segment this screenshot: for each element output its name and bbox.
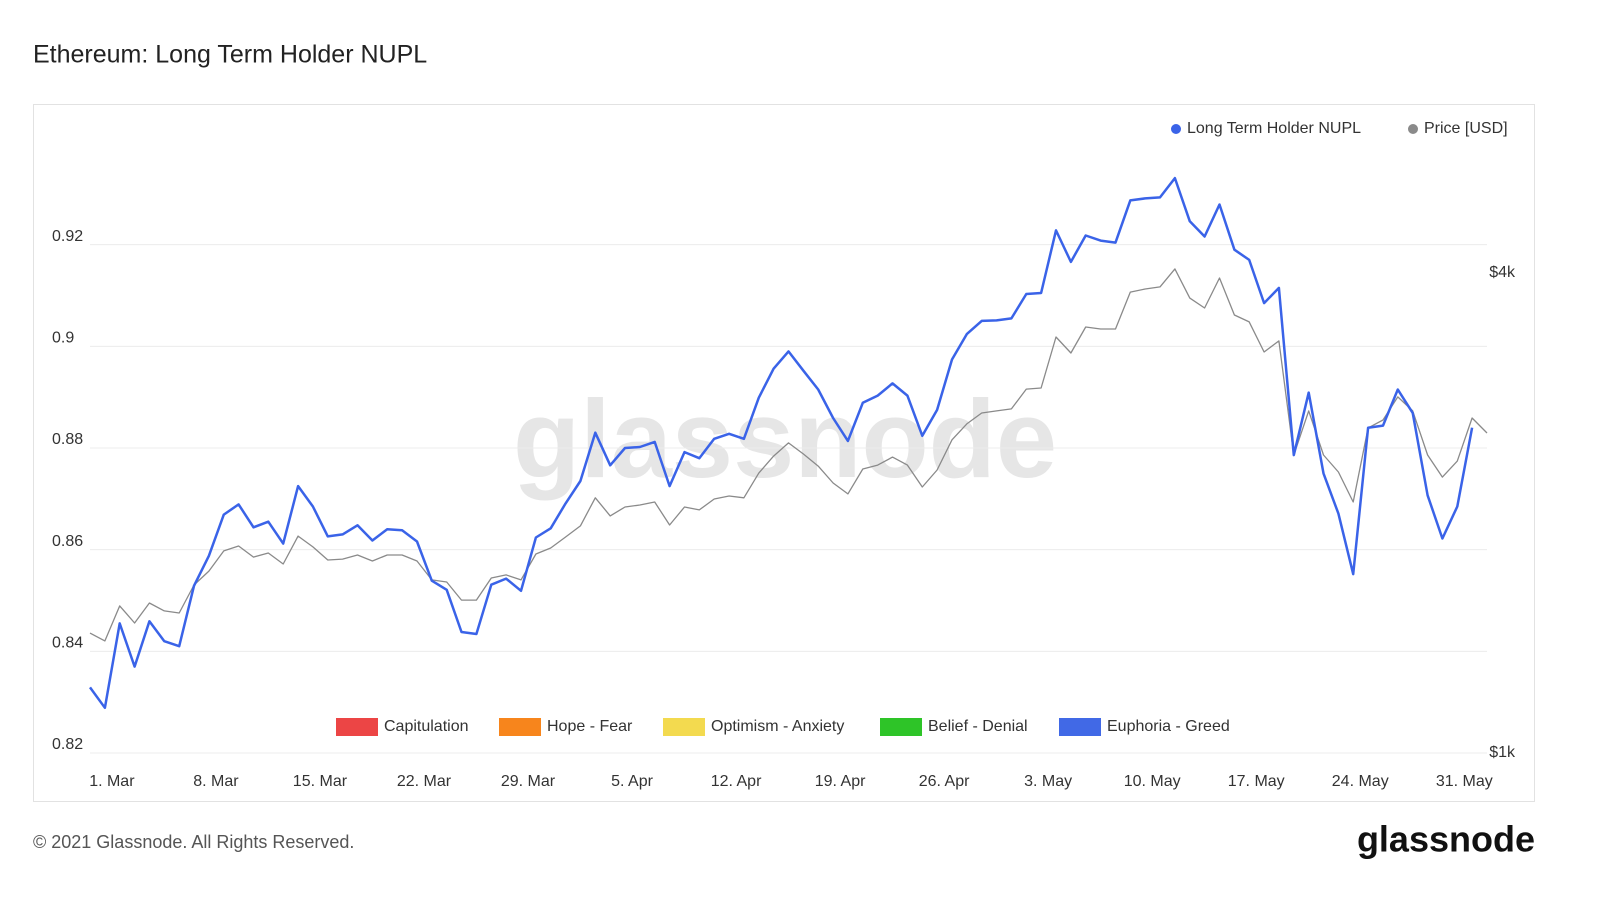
y2-tick-label: $1k: [1489, 744, 1516, 761]
series-line: [88, 176, 1474, 710]
x-tick-label: 26. Apr: [919, 773, 970, 790]
y-tick-label: 0.84: [52, 635, 83, 652]
legend-marker: [1408, 124, 1418, 134]
chart-frame: [33, 104, 1535, 802]
x-tick-label: 29. Mar: [501, 773, 556, 790]
x-tick-label: 19. Apr: [815, 773, 866, 790]
x-tick-label: 15. Mar: [293, 773, 348, 790]
zone-label: Euphoria - Greed: [1107, 718, 1230, 735]
y-tick-label: 0.82: [52, 736, 83, 753]
zone-label: Optimism - Anxiety: [711, 718, 844, 735]
zone-swatch: [336, 718, 378, 736]
zone-label: Capitulation: [384, 718, 469, 735]
watermark: glassnode: [513, 378, 1057, 501]
legend-label: Long Term Holder NUPL: [1187, 120, 1361, 137]
x-tick-label: 1. Mar: [89, 773, 135, 790]
x-tick-label: 31. May: [1436, 773, 1493, 790]
footer: © 2021 Glassnode. All Rights Reserved.: [33, 832, 354, 852]
y-tick-label: 0.9: [52, 330, 74, 347]
x-tick-label: 17. May: [1228, 773, 1285, 790]
y-tick-label: 0.86: [52, 533, 83, 550]
x-tick-label: 5. Apr: [611, 773, 653, 790]
x-tick-label: 8. Mar: [193, 773, 239, 790]
zone-label: Belief - Denial: [928, 718, 1028, 735]
legend-marker: [1171, 124, 1181, 134]
chart-title: Ethereum: Long Term Holder NUPL: [33, 41, 427, 69]
y-tick-label: 0.88: [52, 431, 83, 448]
x-tick-label: 22. Mar: [397, 773, 452, 790]
series-line: [89, 268, 1488, 642]
zone-swatch: [1059, 718, 1101, 736]
y2-tick-label: $4k: [1489, 264, 1516, 281]
zone-swatch: [499, 718, 541, 736]
x-tick-label: 12. Apr: [711, 773, 762, 790]
zone-label: Hope - Fear: [547, 718, 633, 735]
x-tick-label: 10. May: [1124, 773, 1181, 790]
y-tick-label: 0.92: [52, 228, 83, 245]
logo: glassnode: [1357, 819, 1535, 860]
legend-label: Price [USD]: [1424, 120, 1508, 137]
x-tick-label: 24. May: [1332, 773, 1389, 790]
x-tick-label: 3. May: [1024, 773, 1072, 790]
zone-swatch: [663, 718, 705, 736]
zone-swatch: [880, 718, 922, 736]
